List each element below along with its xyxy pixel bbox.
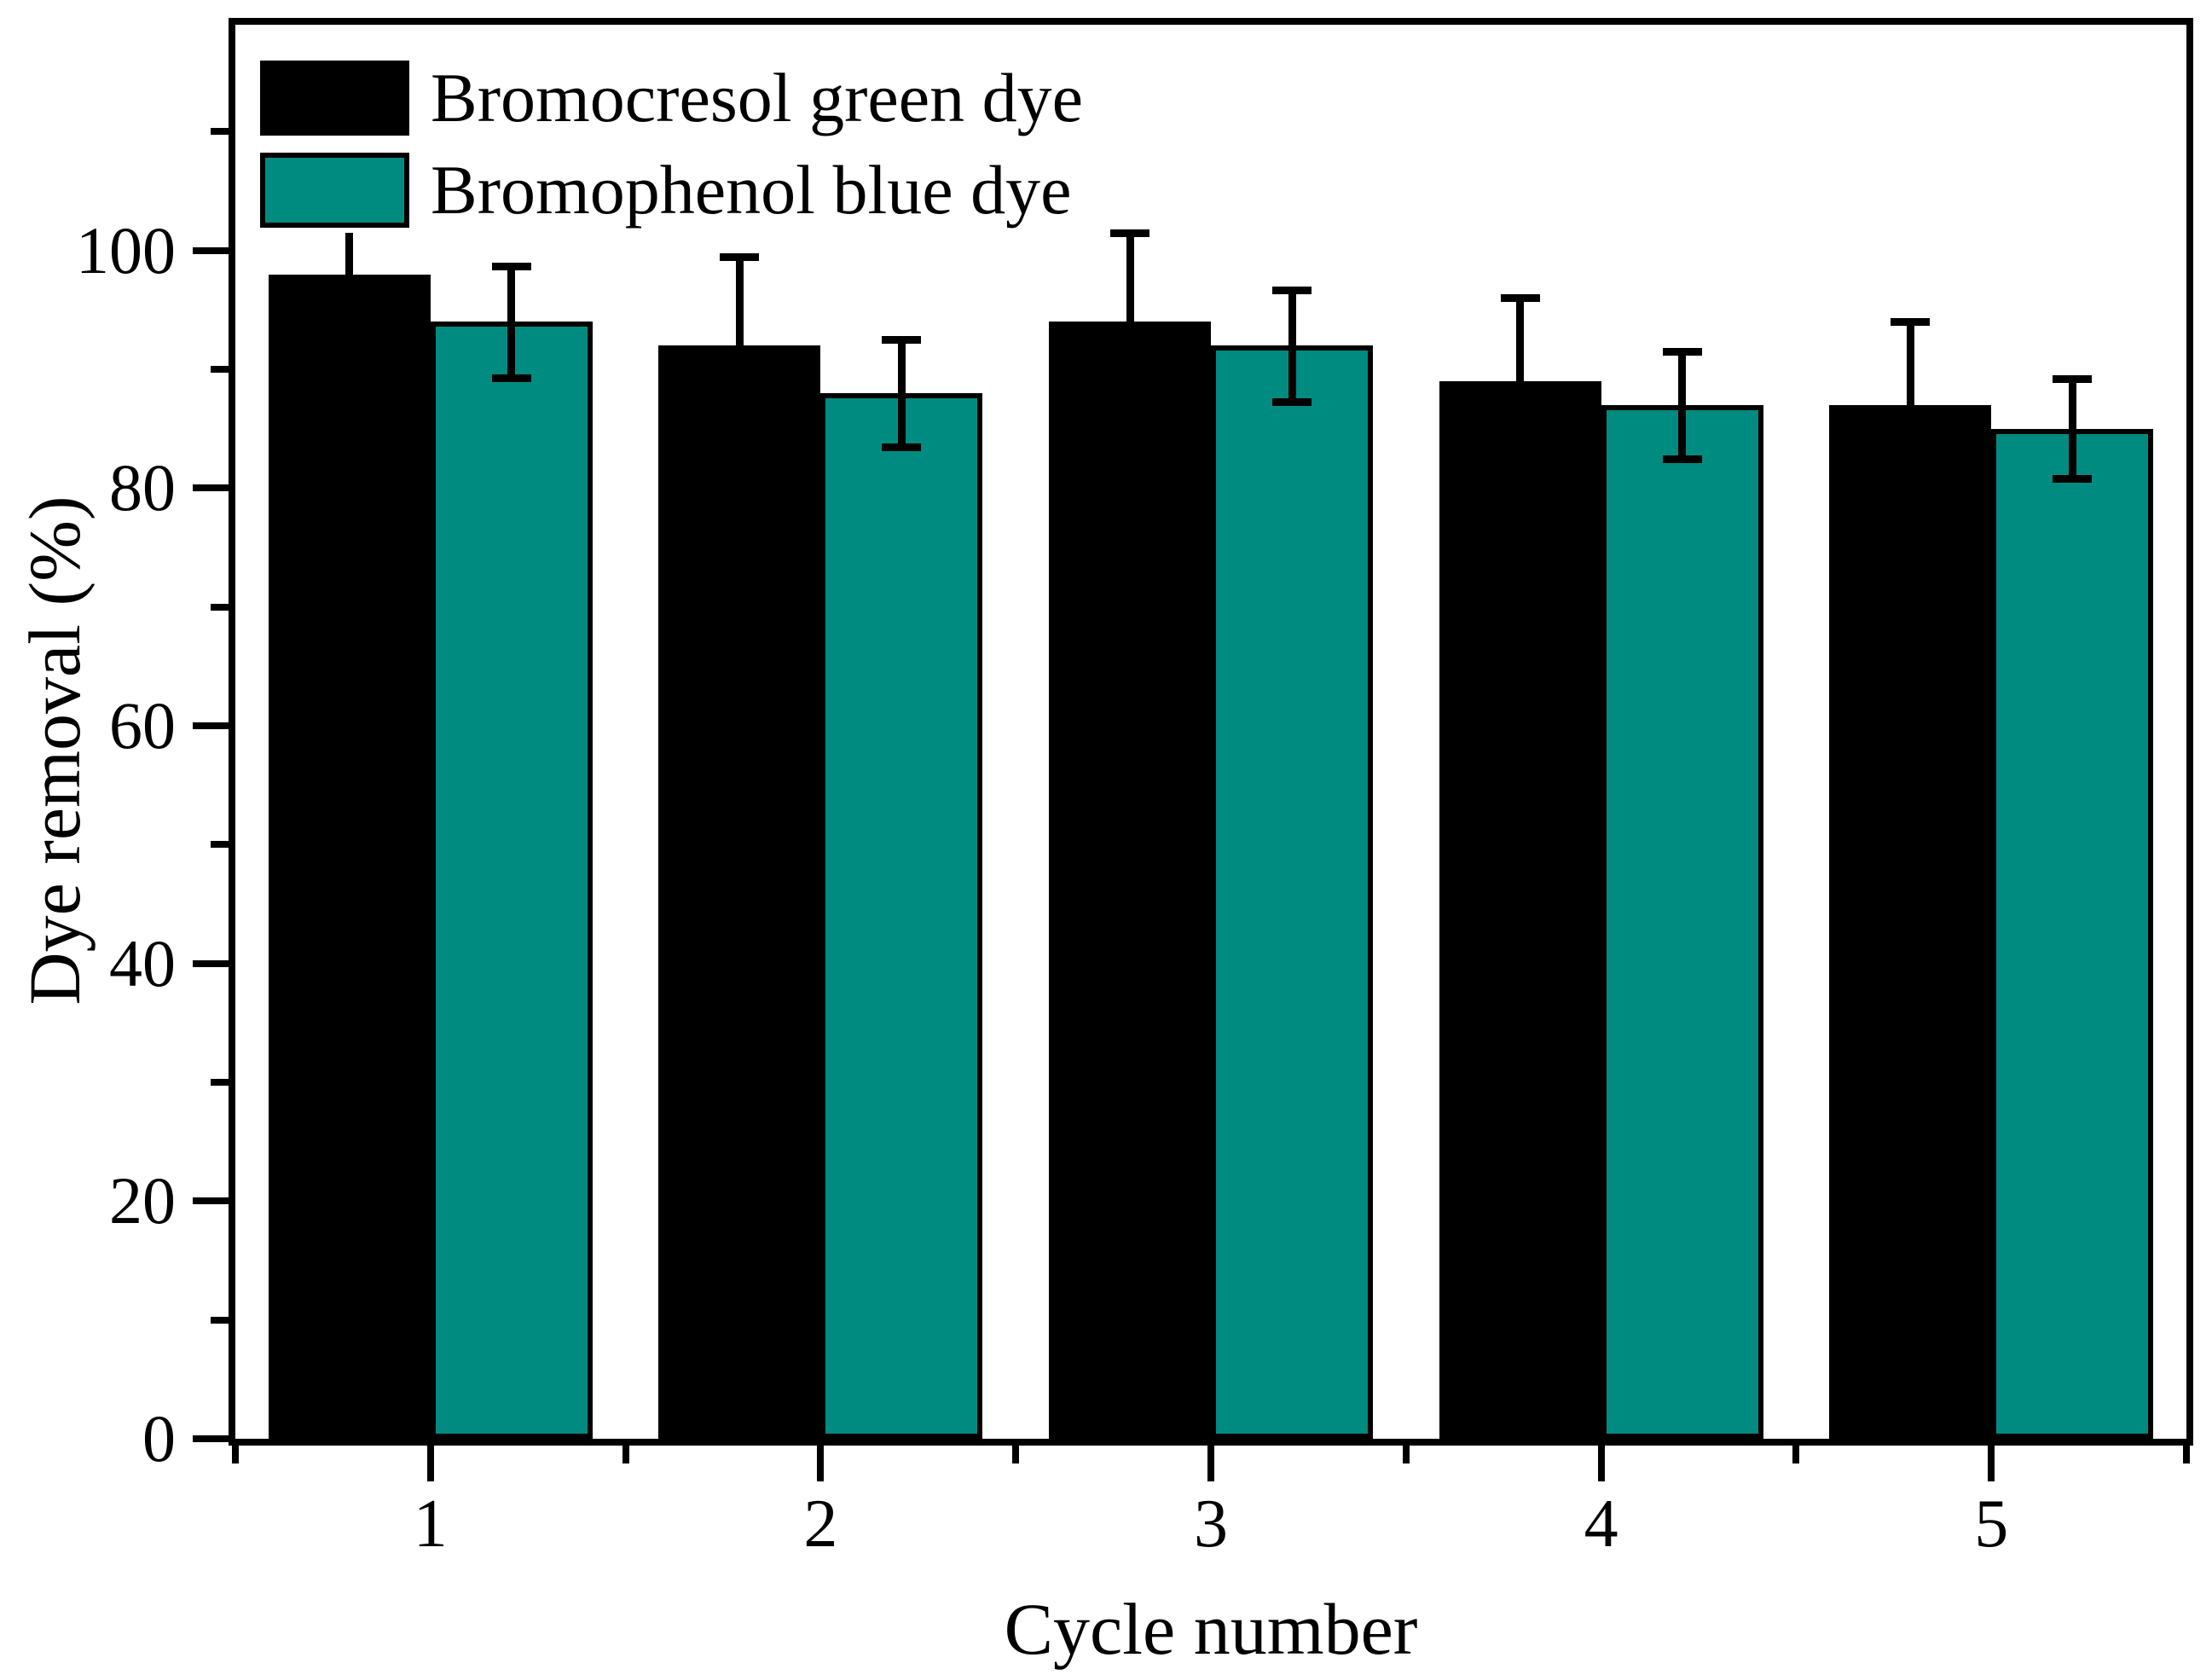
x-axis-minor-tick — [232, 1446, 239, 1463]
legend-label-bromocresol-green-dye: Bromocresol green dye — [431, 59, 1084, 136]
x-axis-major-tick — [817, 1446, 825, 1481]
y-axis-tick-label: 100 — [76, 212, 176, 287]
x-axis-minor-tick — [1012, 1446, 1020, 1463]
x-axis-tick-label: 1 — [413, 1487, 448, 1562]
bar-bromocresol-green-dye-cycle-1 — [268, 274, 431, 1439]
plot-area: 0 20 40 60 80 100 1 2 3 4 5 Bromocresol green dye Br… — [76, 18, 2193, 1560]
y-axis-minor-tick — [211, 603, 229, 611]
x-axis-major-tick — [1988, 1446, 1995, 1481]
error-bar-top-cap — [2053, 375, 2093, 384]
error-bar-bottom-cap — [1662, 455, 1702, 463]
legend-swatch-bromophenol-blue-dye — [260, 153, 409, 228]
x-axis-major-tick — [1207, 1446, 1214, 1481]
error-bar-line — [1906, 322, 1914, 489]
x-axis-tick-label: 5 — [1974, 1487, 2009, 1562]
error-bar-bottom-cap — [491, 374, 531, 382]
y-axis-tick-label: 60 — [109, 688, 176, 763]
legend-label-bromophenol-blue-dye: Bromophenol blue dye — [431, 151, 1072, 229]
error-bar-bottom-cap — [329, 312, 369, 321]
error-bar-top-cap — [1500, 294, 1540, 303]
y-axis-tick-label: 0 — [142, 1401, 176, 1475]
error-bar-line — [2068, 379, 2076, 479]
error-bar-top-cap — [720, 252, 760, 261]
error-bar-line — [1678, 351, 1687, 459]
y-axis-major-tick — [193, 246, 229, 254]
x-axis-tick-label: 3 — [1194, 1487, 1228, 1562]
bar-bromophenol-blue-dye-cycle-2 — [820, 392, 983, 1439]
error-bar-bottom-cap — [1500, 461, 1540, 469]
y-axis-minor-tick — [211, 1079, 229, 1087]
y-axis-major-tick — [193, 1435, 229, 1442]
bar-bromophenol-blue-dye-cycle-5 — [1991, 428, 2154, 1439]
bar-bromocresol-green-dye-cycle-2 — [658, 345, 821, 1439]
x-axis-title: Cycle number — [1004, 1588, 1418, 1670]
error-bar-line — [897, 339, 906, 447]
bar-bromocresol-green-dye-cycle-5 — [1829, 404, 1992, 1439]
bar-bromophenol-blue-dye-cycle-1 — [430, 322, 593, 1439]
error-bar-bottom-cap — [1110, 407, 1149, 415]
x-axis-tick-label: 4 — [1584, 1487, 1618, 1562]
y-axis-minor-tick — [211, 128, 229, 136]
y-axis-tick-label: 40 — [109, 925, 176, 1000]
y-axis-tick-label: 20 — [109, 1163, 176, 1238]
bar-bromophenol-blue-dye-cycle-4 — [1601, 404, 1763, 1439]
error-bar-line — [1126, 232, 1134, 411]
x-axis-tick-label: 2 — [803, 1487, 838, 1562]
error-bar-top-cap — [1272, 286, 1312, 294]
y-axis-minor-tick — [211, 366, 229, 374]
error-bar-line — [1516, 298, 1525, 465]
error-bar-bottom-cap — [720, 431, 760, 439]
y-axis-major-tick — [193, 1197, 229, 1205]
error-bar-line — [1288, 289, 1296, 402]
y-axis-major-tick — [193, 484, 229, 492]
x-axis-major-tick — [1597, 1446, 1605, 1481]
x-axis-minor-tick — [1792, 1446, 1800, 1463]
bar-bromophenol-blue-dye-cycle-3 — [1211, 345, 1373, 1439]
error-bar-top-cap — [882, 336, 922, 345]
y-axis-major-tick — [193, 959, 229, 967]
error-bar-line — [735, 256, 744, 435]
y-axis-title: Dye removal (%) — [14, 496, 96, 1006]
error-bar-top-cap — [491, 262, 531, 270]
error-bar-top-cap — [1662, 348, 1702, 356]
y-axis-minor-tick — [211, 841, 229, 849]
legend-swatch-bromocresol-green-dye — [260, 61, 409, 136]
error-bar-top-cap — [1110, 229, 1149, 237]
y-axis-tick-label: 80 — [109, 450, 176, 525]
error-bar-top-cap — [1891, 318, 1931, 327]
y-axis-major-tick — [193, 722, 229, 730]
x-axis-minor-tick — [622, 1446, 629, 1463]
x-axis-minor-tick — [2183, 1446, 2190, 1463]
x-axis-minor-tick — [1402, 1446, 1410, 1463]
error-bar-bottom-cap — [882, 443, 922, 451]
error-bar-bottom-cap — [1272, 397, 1312, 406]
error-bar-bottom-cap — [1891, 484, 1931, 493]
error-bar-line — [345, 232, 354, 316]
error-bar-line — [507, 265, 516, 378]
x-axis-major-tick — [426, 1446, 434, 1481]
bar-bromocresol-green-dye-cycle-3 — [1049, 322, 1211, 1439]
y-axis-minor-tick — [211, 1316, 229, 1324]
bar-bromocresol-green-dye-cycle-4 — [1439, 380, 1601, 1439]
error-bar-bottom-cap — [2053, 475, 2093, 484]
